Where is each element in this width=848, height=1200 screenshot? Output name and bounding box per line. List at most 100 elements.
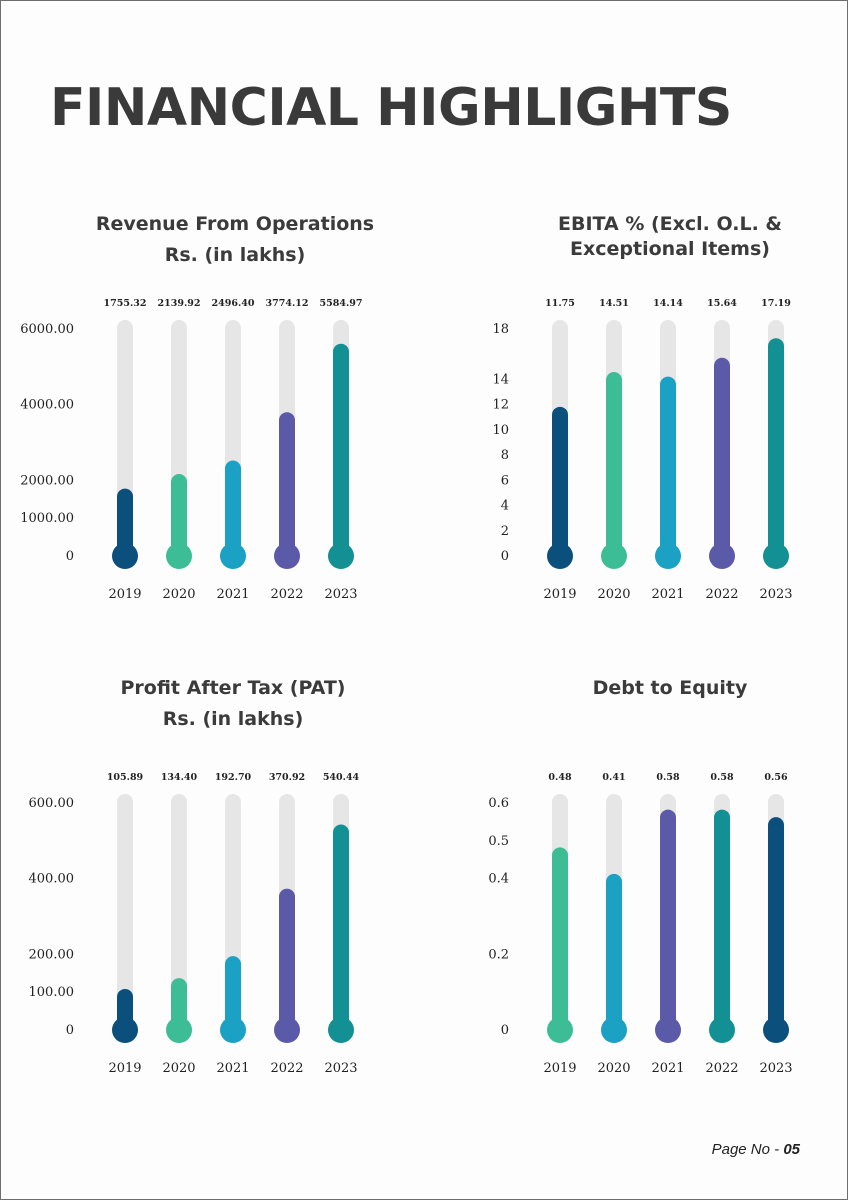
bar-bulb-2019 xyxy=(112,543,138,569)
page-number-value: 05 xyxy=(783,1141,800,1158)
value-label-2020: 134.40 xyxy=(161,772,198,783)
value-label-2020: 0.41 xyxy=(602,772,625,783)
page-number-label: Page No - xyxy=(711,1141,784,1158)
value-label-2021: 192.70 xyxy=(215,772,252,783)
value-label-2020: 2139.92 xyxy=(158,298,201,309)
value-label-2022: 0.58 xyxy=(710,772,734,783)
x-tick-label-2021: 2021 xyxy=(216,1061,249,1076)
value-label-2020: 14.51 xyxy=(599,298,629,309)
y-tick-label: 600.00 xyxy=(29,796,75,811)
bar-2020 xyxy=(606,873,622,1029)
bar-2022 xyxy=(714,809,730,1029)
bar-bulb-2021 xyxy=(655,543,681,569)
x-tick-label-2022: 2022 xyxy=(270,1061,303,1076)
debt-equity-chart-title: Debt to Equity xyxy=(505,676,835,701)
y-tick-label: 0.5 xyxy=(488,834,509,849)
bar-2019 xyxy=(117,488,133,555)
value-label-2019: 11.75 xyxy=(545,298,575,309)
bar-track-2020 xyxy=(171,794,187,1029)
bar-bulb-2021 xyxy=(220,543,246,569)
bar-2021 xyxy=(225,460,241,555)
x-tick-label-2022: 2022 xyxy=(705,1061,738,1076)
bar-2020 xyxy=(171,474,187,555)
chart-title-line2: Exceptional Items) xyxy=(570,238,770,260)
bar-bulb-2023 xyxy=(763,543,789,569)
ebita-chart-title: EBITA % (Excl. O.L. & Exceptional Items) xyxy=(505,212,835,262)
page-title: FINANCIAL HIGHLIGHTS xyxy=(50,78,732,138)
y-tick-label: 0.6 xyxy=(488,796,509,811)
ebita-chart: 0 2 4 6 8 10 12 14 18 11.75 2019 14.51 2020 14.14 2021… xyxy=(492,298,792,602)
chart-title-line1: Revenue From Operations xyxy=(95,213,375,235)
y-tick-label: 10 xyxy=(492,423,509,438)
x-tick-label-2020: 2020 xyxy=(597,587,630,602)
y-tick-label: 0 xyxy=(501,1023,509,1038)
x-tick-label-2023: 2023 xyxy=(324,587,357,602)
y-tick-label: 0 xyxy=(66,1023,74,1038)
value-label-2022: 15.64 xyxy=(707,298,737,309)
chart-title-line2: Rs. (in lakhs) xyxy=(162,708,304,730)
bar-bulb-2019 xyxy=(547,543,573,569)
value-label-2019: 105.89 xyxy=(107,772,144,783)
x-tick-label-2021: 2021 xyxy=(216,587,249,602)
value-label-2023: 17.19 xyxy=(761,298,791,309)
x-tick-label-2022: 2022 xyxy=(270,587,303,602)
bar-bulb-2022 xyxy=(274,1017,300,1043)
revenue-chart-title: Revenue From Operations Rs. (in lakhs) xyxy=(70,212,400,268)
bar-2022 xyxy=(279,888,295,1029)
value-label-2019: 1755.32 xyxy=(104,298,147,309)
x-tick-label-2020: 2020 xyxy=(162,587,195,602)
bar-2019 xyxy=(552,406,568,555)
value-label-2021: 14.14 xyxy=(653,298,683,309)
bar-bulb-2021 xyxy=(655,1017,681,1043)
bar-2023 xyxy=(333,824,349,1029)
x-tick-label-2020: 2020 xyxy=(162,1061,195,1076)
page-number: Page No - 05 xyxy=(676,1141,800,1158)
y-tick-label: 400.00 xyxy=(29,872,75,887)
x-tick-label-2023: 2023 xyxy=(324,1061,357,1076)
bar-2019 xyxy=(552,847,568,1029)
bar-2021 xyxy=(660,809,676,1029)
value-label-2023: 0.56 xyxy=(764,772,788,783)
bar-bulb-2019 xyxy=(112,1017,138,1043)
value-label-2019: 0.48 xyxy=(548,772,572,783)
x-tick-label-2020: 2020 xyxy=(597,1061,630,1076)
debt-equity-chart: 0 0.2 0.4 0.5 0.6 0.48 2019 0.41 2020 0.58 2021 0.5… xyxy=(488,772,792,1076)
y-tick-label: 100.00 xyxy=(29,985,75,1000)
bar-2022 xyxy=(714,357,730,555)
y-tick-label: 2 xyxy=(501,524,509,539)
y-tick-label: 4000.00 xyxy=(20,398,74,413)
value-label-2021: 2496.40 xyxy=(212,298,255,309)
chart-title-line1: Profit After Tax (PAT) xyxy=(120,677,346,699)
x-tick-label-2019: 2019 xyxy=(108,587,141,602)
y-tick-label: 0 xyxy=(501,549,509,564)
revenue-chart: 0 1000.00 2000.00 4000.00 6000.00 1755.32 2019… xyxy=(20,298,363,602)
x-tick-label-2019: 2019 xyxy=(108,1061,141,1076)
bar-2021 xyxy=(225,956,241,1029)
bar-2021 xyxy=(660,376,676,555)
bar-bulb-2020 xyxy=(601,1017,627,1043)
bar-bulb-2023 xyxy=(763,1017,789,1043)
x-tick-label-2023: 2023 xyxy=(759,1061,792,1076)
y-tick-label: 1000.00 xyxy=(20,511,74,526)
bar-bulb-2020 xyxy=(166,543,192,569)
y-tick-label: 4 xyxy=(501,499,509,514)
bar-bulb-2022 xyxy=(709,543,735,569)
bar-2023 xyxy=(768,338,784,555)
y-tick-label: 0.4 xyxy=(488,872,509,887)
value-label-2021: 0.58 xyxy=(656,772,680,783)
bar-2020 xyxy=(171,978,187,1029)
x-tick-label-2021: 2021 xyxy=(651,1061,684,1076)
y-tick-label: 14 xyxy=(492,372,509,387)
bar-bulb-2022 xyxy=(709,1017,735,1043)
bar-2020 xyxy=(606,372,622,555)
y-tick-label: 6000.00 xyxy=(20,322,74,337)
bar-bulb-2023 xyxy=(328,543,354,569)
y-tick-label: 12 xyxy=(492,398,509,413)
value-label-2022: 370.92 xyxy=(269,772,305,783)
bar-2023 xyxy=(333,343,349,555)
value-label-2023: 5584.97 xyxy=(320,298,363,309)
y-tick-label: 0 xyxy=(66,549,74,564)
bar-bulb-2019 xyxy=(547,1017,573,1043)
bar-2022 xyxy=(279,412,295,555)
